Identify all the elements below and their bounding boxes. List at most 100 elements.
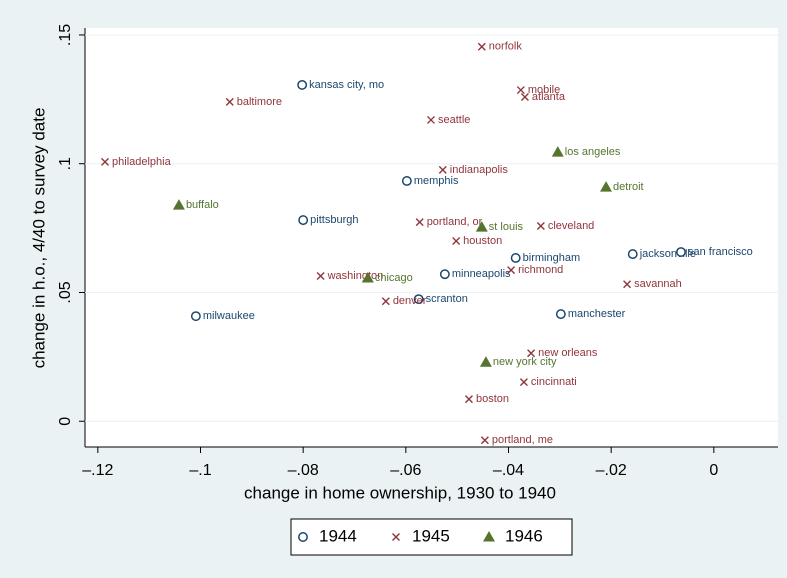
marker [392,533,400,541]
marker [413,294,424,305]
point-label: boston [476,393,509,405]
marker-shape [477,42,486,51]
marker [479,356,492,367]
x-tick-label: –.08 [288,462,319,479]
marker [298,215,309,226]
point-label: portland, or [427,216,483,228]
marker-shape [479,356,492,367]
marker [297,79,308,90]
point-label: new orleans [538,347,598,359]
marker-shape [298,215,309,226]
marker-shape [439,269,450,280]
point-label: manchester [568,308,626,320]
marker [519,378,528,387]
point-label: birmingham [523,252,580,264]
point-label: milwaukee [203,310,255,322]
marker [600,181,613,192]
legend-label: 1944 [319,526,357,545]
marker-shape [452,236,461,245]
marker [101,157,110,166]
marker [464,395,473,404]
marker-shape [483,531,495,542]
marker-shape [520,93,529,102]
marker-shape [298,532,308,542]
plot-area [85,28,778,447]
marker-shape [438,165,447,174]
marker-shape [555,309,566,320]
marker [555,309,566,320]
marker [316,272,325,280]
marker [516,86,525,95]
point-label: pittsburgh [310,214,358,226]
marker-shape [190,311,201,322]
marker-shape [225,97,234,106]
marker-shape [361,272,374,283]
y-tick-label: .15 [57,24,74,46]
marker-shape [507,266,516,275]
point-label: indianapolis [450,164,509,176]
x-tick-label: –.12 [82,462,113,479]
y-tick-label: .05 [57,281,74,303]
marker-shape [415,218,424,227]
marker [483,531,495,542]
marker [401,176,412,186]
point-label: scranton [426,293,468,305]
x-axis-title: change in home ownership, 1930 to 1940 [244,483,556,502]
x-tick-label: –.06 [390,462,421,479]
marker [225,97,234,106]
marker [520,93,529,102]
x-tick-label: –.04 [493,462,524,479]
marker-shape [426,115,435,124]
point-label: st louis [489,221,524,233]
marker-shape [600,181,613,192]
legend [290,518,573,556]
legend-label: 1946 [505,526,543,545]
marker-shape [516,86,525,95]
point-label: detroit [613,181,644,193]
point-label: norfolk [489,41,523,53]
point-label: mobile [528,84,560,96]
point-label: baltimore [237,96,282,108]
marker-shape [475,221,488,232]
legend-label: 1945 [412,526,450,545]
marker [551,146,564,157]
point-label: kansas city, mo [309,79,384,91]
marker-shape [519,378,528,387]
marker [510,253,521,263]
marker-shape [480,436,489,445]
marker [536,222,545,231]
marker [298,532,308,542]
marker-shape [527,349,536,358]
x-tick-label: –.1 [189,462,211,479]
point-label: atlanta [532,91,566,103]
marker-shape [297,79,308,90]
point-label: chicago [375,272,413,284]
marker-shape [413,294,424,305]
marker-shape [316,272,325,280]
point-label: memphis [414,175,459,187]
point-label: minneapolis [452,268,511,280]
marker-shape [172,199,185,210]
marker-shape [510,253,521,263]
marker-shape [627,249,638,260]
marker [507,266,516,275]
x-tick-label: –.02 [596,462,627,479]
marker [676,247,686,258]
marker-shape [392,533,400,541]
point-label: houston [463,235,502,247]
point-label: new york city [493,356,557,368]
marker [381,297,390,306]
marker-shape [623,280,632,289]
point-label: portland, me [492,434,553,446]
marker [480,436,489,445]
marker [477,42,486,51]
marker [361,272,374,283]
marker [452,236,461,245]
y-tick-label: 0 [57,417,74,426]
point-label: seattle [438,114,470,126]
marker-shape [551,146,564,157]
point-label: san francisco [688,246,753,258]
x-tick-label: 0 [709,462,718,479]
marker [172,199,185,210]
